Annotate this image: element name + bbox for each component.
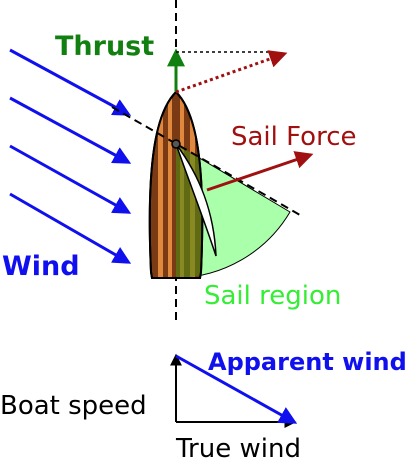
wind-label: Wind: [2, 251, 80, 282]
boat-speed-label: Boat speed: [0, 391, 147, 421]
sail-force-label: Sail Force: [231, 122, 357, 152]
wind-arrow-1: [9, 48, 132, 116]
wind-arrow-3: [9, 144, 132, 214]
apparent-wind-label: Apparent wind: [208, 348, 407, 376]
wind-arrows: [9, 48, 132, 264]
sail-boom-line: [111, 106, 301, 216]
sail-force-dotted-arrow: [175, 50, 288, 94]
wind-arrow-4: [9, 192, 132, 264]
velocity-triangle: [170, 353, 298, 428]
true-wind-label: True wind: [175, 434, 301, 462]
apparent-wind-vector: [175, 354, 298, 424]
sail-force-arrow: [206, 151, 314, 192]
sail-icon: [175, 143, 217, 257]
mast-point: [171, 139, 181, 149]
sail-region-label: Sail region: [204, 281, 341, 311]
thrust-label: Thrust: [55, 31, 154, 62]
wind-arrow-2: [9, 96, 132, 164]
